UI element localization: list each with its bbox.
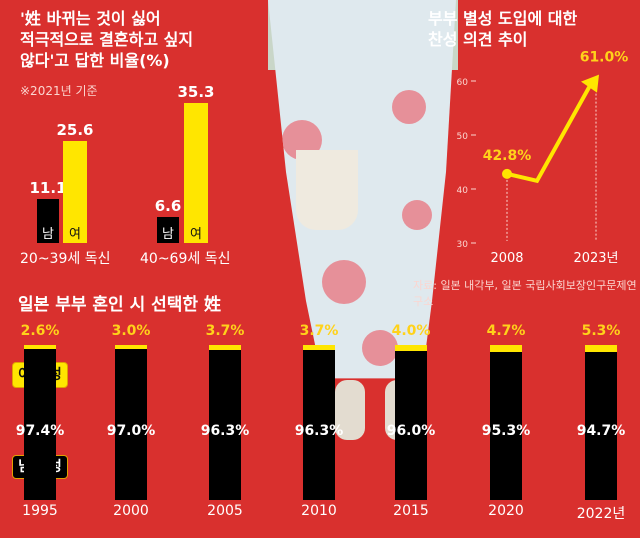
female-bar: [184, 102, 208, 243]
bar-value-label: 35.3: [177, 82, 215, 101]
bar-value-label: 6.6: [154, 196, 182, 215]
husband-surname-bar: [303, 345, 335, 500]
husband-pct-label: 96.3%: [200, 423, 250, 439]
wife-surname-bar: [24, 345, 56, 349]
left-chart-note: ※2021년 기준: [20, 84, 98, 98]
point-value-label: 61.0%: [580, 50, 629, 66]
husband-pct-label: 95.3%: [481, 423, 531, 439]
husband-surname-bar: [115, 345, 147, 500]
wife-pct-label: 3.7%: [299, 323, 339, 339]
wife-surname-bar: [395, 345, 427, 351]
year-label: 2000: [113, 503, 149, 519]
wife-surname-bar: [490, 345, 522, 352]
data-point: [502, 168, 512, 179]
husband-surname-bar: [490, 345, 522, 500]
series-label: 여: [190, 227, 202, 242]
male-bar: [37, 198, 59, 243]
left-chart-title: '姓 바뀌는 것이 싫어 적극적으로 결혼하고 싶지 않다'고 답한 비율(%): [20, 9, 194, 70]
year-label: 2022년: [576, 506, 626, 522]
wife-pct-label: 4.7%: [486, 323, 526, 339]
wife-surname-bar: [303, 345, 335, 351]
wife-pct-label: 5.3%: [581, 323, 621, 339]
y-tick-label: 60: [457, 78, 469, 88]
source-text: 자료: 일본 내각부, 일본 국립사회보장인구문제연구소: [413, 279, 637, 308]
wife-surname-bar: [115, 345, 147, 350]
husband-surname-bar: [585, 345, 617, 500]
bottom-chart-title: 일본 부부 혼인 시 선택한 姓: [18, 295, 221, 315]
husband-pct-label: 96.0%: [386, 423, 436, 439]
husband-pct-label: 97.0%: [106, 423, 156, 439]
bar-value-label: 25.6: [56, 121, 94, 140]
wife-pct-label: 2.6%: [20, 323, 60, 339]
y-tick-label: 50: [457, 132, 469, 142]
series-label: 여: [69, 227, 81, 242]
sandal-photo: [335, 380, 365, 440]
series-label: 남: [162, 227, 174, 242]
point-value-label: 42.8%: [483, 148, 532, 164]
year-label: 2005: [207, 503, 243, 519]
y-tick-label: 30: [457, 240, 469, 250]
year-label: 1995: [22, 503, 58, 519]
category-label: 40~69세 독신: [140, 251, 231, 267]
husband-surname-bar: [209, 345, 241, 500]
husband-pct-label: 97.4%: [15, 423, 65, 439]
year-label: 2020: [488, 503, 524, 519]
x-tick-label: 2023년: [573, 251, 618, 266]
male-bar: [157, 216, 179, 243]
husband-pct-label: 96.3%: [294, 423, 344, 439]
year-label: 2015: [393, 503, 429, 519]
year-label: 2010: [301, 503, 337, 519]
handbag-photo: [296, 150, 358, 230]
trend-line: [506, 84, 592, 184]
right-chart-title: 부부 별성 도입에 대한 찬성 의견 추이: [428, 9, 578, 49]
wife-pct-label: 4.0%: [391, 323, 431, 339]
wife-surname-bar: [585, 345, 617, 353]
female-bar: [63, 141, 87, 243]
husband-surname-bar: [24, 345, 56, 500]
bar-value-label: 11.1: [29, 178, 67, 197]
wife-surname-bar: [209, 345, 241, 351]
category-label: 20~39세 독신: [20, 251, 111, 267]
arrow-head: [581, 74, 599, 93]
husband-surname-bar: [395, 345, 427, 500]
wife-pct-label: 3.7%: [205, 323, 245, 339]
y-tick-label: 40: [457, 186, 469, 196]
wife-pct-label: 3.0%: [111, 323, 151, 339]
x-tick-label: 2008: [490, 251, 523, 266]
series-label: 남: [42, 227, 54, 242]
husband-pct-label: 94.7%: [576, 423, 626, 439]
